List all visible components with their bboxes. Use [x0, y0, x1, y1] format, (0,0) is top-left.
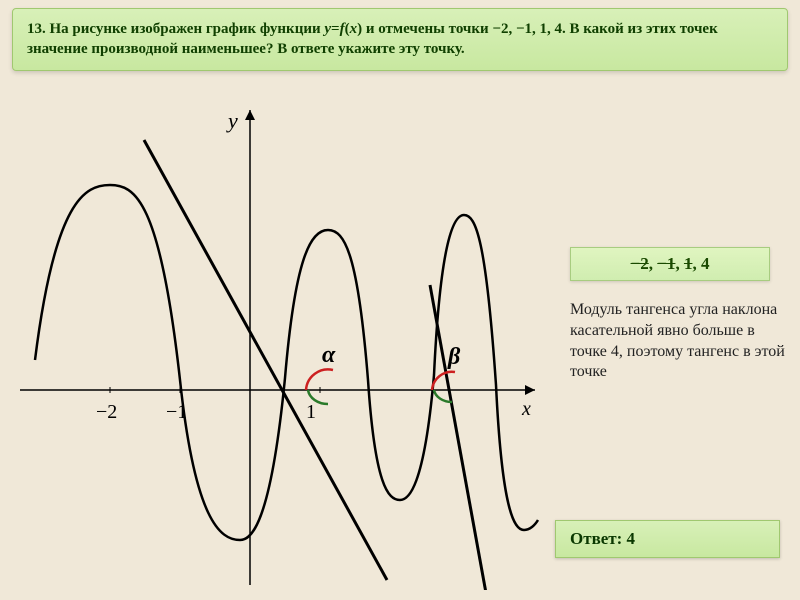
option-1: −2	[631, 254, 649, 273]
sep2: ,	[675, 254, 684, 273]
answer-label: Ответ: 4	[570, 529, 635, 548]
options-box: −2, −1, 1, 4	[570, 247, 770, 281]
svg-text:1: 1	[306, 401, 316, 423]
q-text-1: На рисунке изображен график функции	[50, 21, 325, 37]
question-number: 13.	[27, 21, 46, 37]
sep1: ,	[649, 254, 658, 273]
svg-text:y: y	[226, 108, 238, 133]
explanation-content: Модуль тангенса угла наклона касательной…	[570, 301, 785, 380]
func-x: x	[350, 21, 358, 37]
explanation-text: Модуль тангенса угла наклона касательной…	[570, 300, 785, 383]
question-text: 13. На рисунке изображен график функции …	[27, 19, 773, 60]
graph-area: yx−2−11αβ	[10, 100, 540, 590]
graph-svg: yx−2−11αβ	[10, 100, 540, 590]
question-box: 13. На рисунке изображен график функции …	[12, 8, 788, 71]
option-4: 4	[701, 254, 710, 273]
answer-box: Ответ: 4	[555, 520, 780, 558]
svg-text:−2: −2	[96, 401, 117, 423]
svg-text:x: x	[521, 398, 531, 420]
option-2: −1	[657, 254, 675, 273]
func-eq: =	[331, 21, 340, 37]
svg-text:α: α	[322, 342, 336, 368]
sep3: ,	[692, 254, 701, 273]
svg-text:β: β	[447, 344, 461, 370]
